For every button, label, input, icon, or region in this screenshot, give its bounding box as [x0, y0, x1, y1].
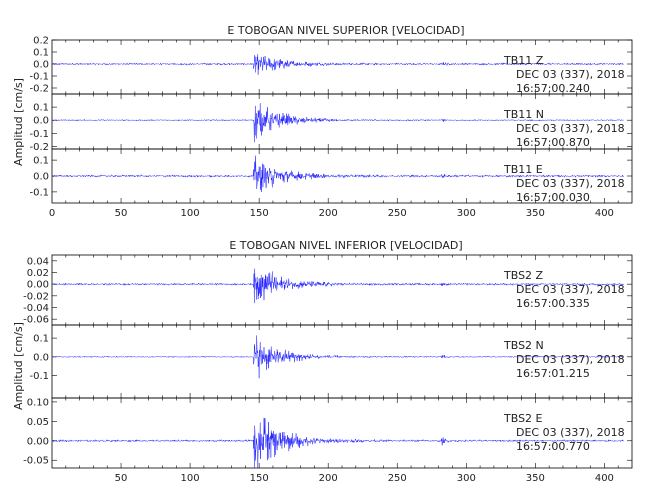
station-component-label: TB11 Z — [503, 54, 544, 67]
x-tick-label: 400 — [595, 473, 614, 484]
y-tick-label: 0.04 — [27, 256, 49, 267]
y-tick-label: 0.0 — [33, 60, 49, 71]
x-tick-label: 200 — [319, 473, 338, 484]
date-label: DEC 03 (337), 2018 — [516, 122, 625, 135]
y-tick-label: -0.05 — [23, 456, 49, 467]
y-tick-label: -0.06 — [23, 315, 49, 326]
x-tick-label: 100 — [181, 473, 200, 484]
chart-title: E TOBOGAN NIVEL SUPERIOR [VELOCIDAD] — [227, 24, 464, 37]
y-tick-label: -0.1 — [29, 187, 49, 198]
x-axis: 50 100 150 200 250 300 350 400 — [115, 473, 614, 484]
station-component-label: TBS2 N — [503, 339, 544, 352]
x-tick-label: 50 — [115, 473, 128, 484]
y-tick-label: -0.1 — [29, 72, 49, 83]
y-tick-label: -0.04 — [23, 303, 49, 314]
waveform-trace — [52, 268, 624, 304]
x-tick-label: 350 — [526, 208, 545, 219]
x-tick-label: 100 — [181, 208, 200, 219]
x-tick-label: 300 — [457, 473, 476, 484]
y-tick-label: 0.0 — [33, 172, 49, 183]
station-component-label: TB11 N — [503, 108, 544, 121]
waveform-trace — [52, 103, 624, 143]
x-tick-label: 150 — [250, 473, 269, 484]
time-label: 16:57:01.215 — [516, 367, 590, 380]
y-tick-label: 0.05 — [27, 417, 49, 428]
y-tick-label: 0.1 — [33, 156, 49, 167]
x-tick-label: 50 — [115, 208, 128, 219]
time-label: 16:57:00.870 — [516, 136, 590, 149]
date-label: DEC 03 (337), 2018 — [516, 353, 625, 366]
x-tick-label: 400 — [595, 208, 614, 219]
date-label: DEC 03 (337), 2018 — [516, 426, 625, 439]
x-tick-label: 350 — [526, 473, 545, 484]
x-tick-label: 250 — [388, 473, 407, 484]
y-axis-label: Amplitud [cm/s] — [12, 78, 25, 166]
date-label: DEC 03 (337), 2018 — [516, 68, 625, 81]
x-tick-label: 250 — [388, 208, 407, 219]
waveform-trace — [52, 335, 624, 379]
y-tick-label: 0.0 — [33, 116, 49, 127]
station-component-label: TBS2 E — [503, 412, 543, 425]
x-tick-label: 300 — [457, 208, 476, 219]
figure-top: E TOBOGAN NIVEL SUPERIOR [VELOCIDAD] Amp… — [12, 24, 633, 219]
station-component-label: TBS2 Z — [503, 269, 544, 282]
date-label: DEC 03 (337), 2018 — [516, 177, 625, 190]
x-axis: 0 50 100 150 200 250 300 350 400 — [49, 208, 614, 219]
date-label: DEC 03 (337), 2018 — [516, 283, 625, 296]
y-tick-label: 0.1 — [33, 48, 49, 59]
time-label: 16:57:00.770 — [516, 440, 590, 453]
y-tick-label: 0.1 — [33, 334, 49, 345]
y-tick-label: -0.02 — [23, 291, 49, 302]
y-tick-label: -0.1 — [29, 371, 49, 382]
waveform-trace — [52, 417, 624, 469]
y-tick-label: 0.00 — [27, 436, 49, 447]
figure-bottom: E TOBOGAN NIVEL INFERIOR [VELOCIDAD] Amp… — [12, 239, 633, 484]
x-tick-label: 200 — [319, 208, 338, 219]
y-tick-label: -0.2 — [29, 142, 49, 153]
chart-title: E TOBOGAN NIVEL INFERIOR [VELOCIDAD] — [229, 239, 462, 252]
x-tick-label: 0 — [49, 208, 55, 219]
y-tick-label: -0.1 — [29, 129, 49, 140]
y-tick-label: 0.0 — [33, 352, 49, 363]
time-label: 16:57:00.030 — [516, 191, 590, 204]
y-tick-label: 0.10 — [27, 397, 49, 408]
time-label: 16:57:00.335 — [516, 297, 590, 310]
y-tick-label: 0.00 — [27, 280, 49, 291]
x-tick-label: 150 — [250, 208, 269, 219]
y-tick-label: 0.02 — [27, 268, 49, 279]
y-tick-label: -0.2 — [29, 84, 49, 95]
time-label: 16:57:00.240 — [516, 82, 590, 95]
y-axis-label: Amplitud [cm/s] — [12, 322, 25, 410]
waveform-trace — [52, 54, 624, 75]
y-tick-label: 0.1 — [33, 103, 49, 114]
station-component-label: TB11 E — [503, 163, 543, 176]
y-tick-label: 0.2 — [33, 36, 49, 47]
waveform-trace — [52, 155, 624, 192]
